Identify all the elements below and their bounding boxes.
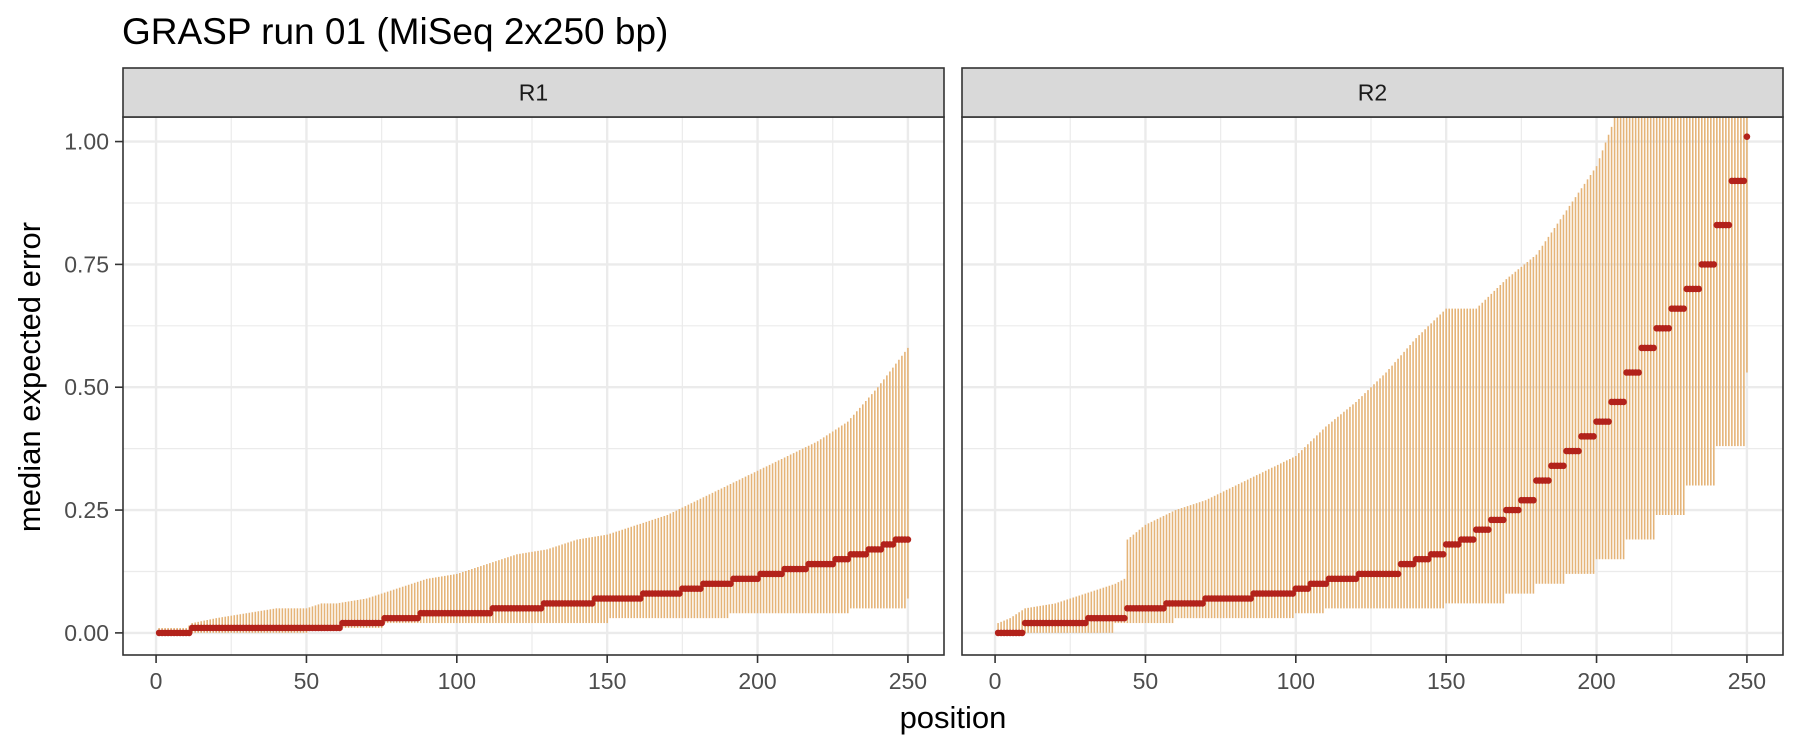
- facet-strip-label: R2: [1358, 80, 1387, 106]
- median-point: [1680, 305, 1688, 312]
- y-tick-label: 1.00: [64, 129, 109, 155]
- median-point: [1394, 570, 1402, 578]
- x-tick-label: 50: [1133, 668, 1159, 694]
- x-tick-label: 150: [1427, 668, 1465, 694]
- y-tick-label: 0.00: [64, 620, 109, 646]
- median-point: [844, 555, 852, 563]
- x-tick-label: 200: [1577, 668, 1615, 694]
- y-tick-label: 0.25: [64, 497, 109, 523]
- median-point: [1575, 447, 1582, 455]
- x-tick-label: 250: [889, 668, 927, 694]
- x-tick-label: 100: [1277, 668, 1315, 694]
- median-point: [1545, 477, 1552, 484]
- x-tick-label: 0: [150, 668, 163, 694]
- median-point: [588, 600, 596, 607]
- median-point: [636, 595, 644, 602]
- y-axis-title: median expected error: [12, 222, 47, 532]
- median-point: [1743, 133, 1751, 140]
- median-point: [185, 629, 193, 637]
- median-point: [877, 546, 885, 553]
- median-point: [378, 619, 385, 627]
- median-point: [1560, 462, 1567, 470]
- x-tick-label: 200: [738, 668, 776, 694]
- median-point: [1740, 177, 1748, 185]
- median-point: [1695, 285, 1703, 293]
- median-point: [1484, 526, 1492, 534]
- data-layer: [994, 117, 1751, 637]
- median-point: [1199, 600, 1206, 607]
- median-point: [676, 590, 683, 597]
- facet-strip-label: R1: [519, 80, 548, 106]
- y-tick-label: 0.75: [64, 251, 109, 277]
- median-point: [1620, 398, 1627, 406]
- median-point: [1018, 629, 1026, 637]
- median-point: [537, 605, 545, 612]
- median-point: [1322, 580, 1330, 588]
- median-point: [727, 580, 734, 588]
- median-point: [754, 575, 761, 583]
- median-point: [1635, 369, 1642, 376]
- median-point: [1530, 496, 1537, 504]
- median-point: [904, 536, 912, 543]
- median-point: [1515, 506, 1522, 514]
- panel-r1: R1 0 50 100 150 200 250 0.00 0.25 0.50 0.75 1.00: [64, 67, 945, 694]
- median-point: [1725, 221, 1733, 229]
- x-tick-label: 50: [294, 668, 320, 694]
- median-point: [1082, 619, 1089, 627]
- data-layer: [155, 347, 912, 637]
- median-point: [778, 570, 785, 578]
- median-point: [829, 560, 837, 568]
- x-tick-label: 0: [989, 668, 1002, 694]
- median-point: [802, 565, 809, 573]
- median-point: [1424, 555, 1432, 563]
- median-point: [889, 541, 897, 548]
- median-point: [1469, 536, 1477, 543]
- median-point: [1289, 590, 1297, 597]
- panel-background: [962, 117, 1783, 655]
- median-point: [1304, 585, 1312, 592]
- median-point: [862, 550, 870, 558]
- panels: R1 0 50 100 150 200 250 0.00 0.25 0.50 0.75 1.00 R2 0…: [64, 67, 1784, 694]
- median-point: [486, 609, 494, 617]
- median-point: [1454, 541, 1462, 548]
- median-point: [414, 614, 422, 622]
- median-point: [336, 624, 343, 632]
- median-point: [1439, 550, 1447, 558]
- median-point: [1409, 560, 1417, 568]
- x-axis-title: position: [900, 700, 1007, 735]
- panel-r2: R2 0 50 100 150 200 250: [961, 67, 1784, 694]
- y-tick-label: 0.50: [64, 374, 109, 400]
- median-point: [1121, 614, 1128, 622]
- median-point: [1590, 433, 1597, 440]
- x-tick-label: 150: [588, 668, 626, 694]
- median-point: [1247, 595, 1255, 602]
- median-point: [1352, 575, 1360, 583]
- chart-title: GRASP run 01 (MiSeq 2x250 bp): [122, 11, 668, 52]
- median-point: [1160, 605, 1167, 612]
- x-tick-label: 250: [1728, 668, 1766, 694]
- median-point: [1500, 516, 1507, 524]
- facet-strip: [122, 67, 945, 118]
- median-point: [1605, 418, 1612, 425]
- x-tick-label: 100: [438, 668, 476, 694]
- facet-strip: [961, 67, 1784, 118]
- median-point: [1710, 261, 1718, 268]
- median-point: [1650, 344, 1657, 352]
- median-point: [697, 585, 704, 592]
- median-point: [1665, 324, 1673, 332]
